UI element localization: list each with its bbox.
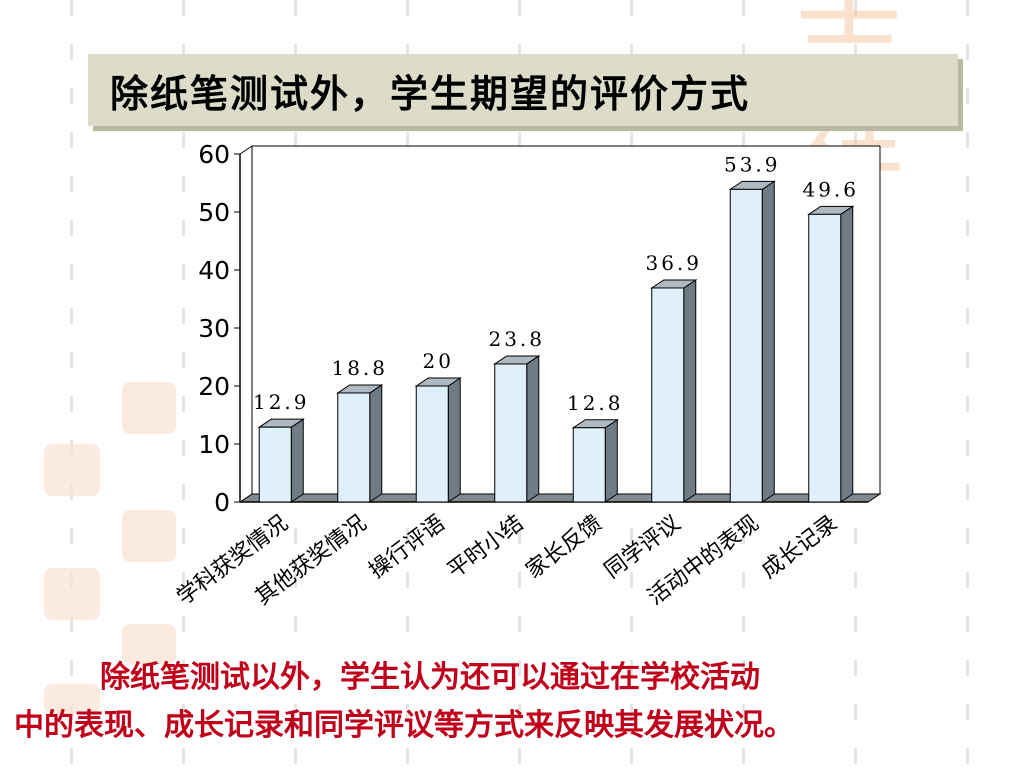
- chart-side-wall: [239, 145, 253, 503]
- y-tick-label: 20: [198, 372, 230, 401]
- bar-front: [729, 188, 763, 503]
- data-label: 49.6: [802, 177, 859, 201]
- y-tick-label: 30: [198, 314, 230, 343]
- bar-side: [526, 355, 540, 503]
- bar-front: [337, 392, 371, 503]
- decorative-stamp: [44, 684, 100, 714]
- bar-5: [571, 418, 619, 503]
- y-tick-label: 60: [198, 140, 230, 169]
- data-label: 12.9: [253, 390, 310, 414]
- bar-side: [683, 279, 697, 503]
- data-label: 36.9: [645, 251, 702, 275]
- data-label: 23.8: [488, 327, 545, 351]
- y-tick-label: 0: [214, 488, 230, 517]
- bar-front: [258, 426, 292, 503]
- x-tick-label: 平时小结: [443, 511, 528, 584]
- page-title: 除纸笔测试外，学生期望的评价方式: [110, 71, 751, 116]
- bar-front: [651, 287, 685, 503]
- bar-1: [257, 418, 305, 503]
- data-label: 12.8: [567, 391, 624, 415]
- title-banner: 除纸笔测试外，学生期望的评价方式: [88, 54, 958, 126]
- bar-8: [807, 205, 855, 503]
- chart-plot-area: [240, 146, 880, 502]
- decorative-stamp: [122, 382, 176, 434]
- data-label: 20: [423, 349, 454, 373]
- x-tick-label: 家长反馈: [522, 511, 607, 584]
- bar-4: [493, 355, 541, 503]
- decorative-stamp: [44, 568, 100, 620]
- bar-2: [336, 384, 384, 503]
- caption-line-1: 除纸笔测试以外，学生认为还可以通过在学校活动: [100, 660, 760, 695]
- x-tick-label: 操行评语: [365, 511, 450, 584]
- bar-front: [415, 385, 449, 503]
- bar-front: [808, 213, 842, 503]
- bar-side: [447, 377, 461, 503]
- bar-front: [494, 363, 528, 503]
- y-tick-label: 50: [198, 198, 230, 227]
- data-label: 53.9: [724, 152, 781, 176]
- bar-front: [572, 427, 606, 503]
- y-tick-label: 40: [198, 256, 230, 285]
- bar-side: [369, 384, 383, 503]
- chart-floor: [238, 493, 882, 503]
- caption-line-2: 中的表现、成长记录和同学评议等方式来反映其发展状况。: [14, 708, 794, 743]
- bar-7: [728, 180, 776, 503]
- bar-6: [650, 279, 698, 503]
- decorative-stamp: [122, 624, 176, 664]
- bar-side: [840, 205, 854, 503]
- bar-3: [414, 377, 462, 503]
- bar-side: [604, 418, 618, 503]
- x-tick-label: 成长记录: [757, 511, 842, 584]
- decorative-stamp: [122, 510, 176, 562]
- bar-side: [761, 180, 775, 503]
- decorative-stamp: [44, 444, 100, 496]
- bar-side: [290, 418, 304, 503]
- data-label: 18.8: [331, 356, 388, 380]
- y-tick-label: 10: [198, 430, 230, 459]
